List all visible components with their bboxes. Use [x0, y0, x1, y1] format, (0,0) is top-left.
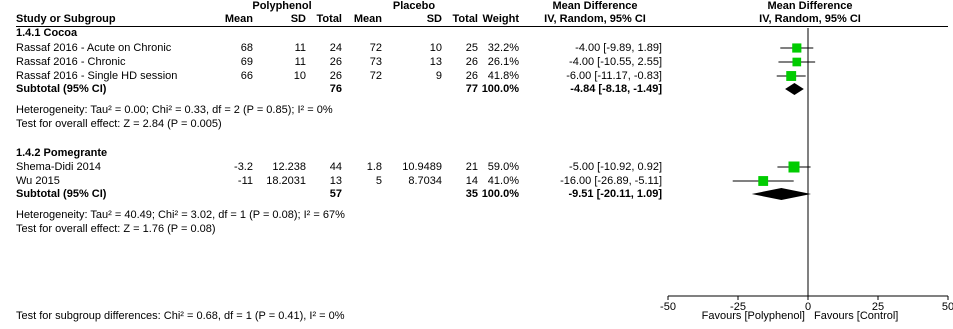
- study-name: Rassaf 2016 - Acute on Chronic: [16, 42, 172, 54]
- study-n2: 21: [465, 161, 478, 173]
- favours-control-label: Favours [Control]: [814, 310, 899, 322]
- study-marker: [788, 161, 800, 173]
- subtotal-n1: 76: [329, 83, 342, 95]
- study-mean1: 68: [240, 42, 253, 54]
- study-mean1: 69: [240, 56, 253, 68]
- study-mean1: -11: [237, 175, 253, 187]
- subgroup-title: 1.4.1 Cocoa: [16, 27, 78, 39]
- study-weight: 26.1%: [487, 56, 519, 68]
- header-rule-plot: [668, 26, 948, 27]
- subtotal-diamond: [751, 188, 812, 200]
- study-sd2: 13: [429, 56, 442, 68]
- subtotal-n2: 35: [465, 188, 478, 200]
- header-total1: Total: [316, 13, 342, 25]
- heterogeneity-text: Heterogeneity: Tau² = 0.00; Chi² = 0.33,…: [16, 104, 333, 116]
- study-sd2: 10: [429, 42, 442, 54]
- study-n1: 44: [329, 161, 342, 173]
- subtotal-n2: 77: [465, 83, 478, 95]
- header-total2: Total: [452, 13, 478, 25]
- study-ci: -4.00 [-9.89, 1.89]: [575, 42, 662, 54]
- study-ci: -6.00 [-11.17, -0.83]: [566, 70, 662, 82]
- subtotal-ci: -4.84 [-8.18, -1.49]: [570, 83, 662, 95]
- subgroup-differences-text: Test for subgroup differences: Chi² = 0.…: [16, 310, 345, 322]
- study-n2: 25: [465, 42, 478, 54]
- study-sd2: 10.9489: [402, 161, 442, 173]
- subtotal-n1: 57: [329, 188, 342, 200]
- study-sd2: 8.7034: [408, 175, 442, 187]
- header-ci: IV, Random, 95% CI: [544, 13, 646, 25]
- study-name: Rassaf 2016 - Single HD session: [16, 70, 178, 82]
- header-study: Study or Subgroup: [16, 13, 116, 25]
- study-sd1: 11: [294, 56, 306, 68]
- heterogeneity-text: Heterogeneity: Tau² = 40.49; Chi² = 3.02…: [16, 209, 345, 221]
- x-tick-label: 50: [942, 301, 953, 313]
- header-polyphenol: Polyphenol: [252, 0, 312, 12]
- study-mean2: 72: [369, 70, 382, 82]
- study-n1: 24: [329, 42, 342, 54]
- study-weight: 41.0%: [487, 175, 519, 187]
- header-placebo: Placebo: [392, 0, 436, 12]
- subtotal-ci: -9.51 [-20.11, 1.09]: [568, 188, 662, 200]
- x-tick-label: 25: [872, 301, 884, 313]
- study-ci: -5.00 [-10.92, 0.92]: [569, 161, 662, 173]
- study-n2: 26: [465, 56, 478, 68]
- study-sd2: 9: [435, 70, 442, 82]
- study-marker: [786, 71, 797, 81]
- study-n2: 14: [465, 175, 478, 187]
- study-weight: 59.0%: [487, 161, 519, 173]
- study-n1: 26: [329, 56, 342, 68]
- header-mean1: Mean: [224, 13, 253, 25]
- x-tick-label: -25: [730, 301, 746, 313]
- overall-effect-text: Test for overall effect: Z = 1.76 (P = 0…: [16, 223, 216, 235]
- subgroup-title: 1.4.2 Pomegrante: [16, 147, 108, 159]
- study-weight: 32.2%: [487, 42, 519, 54]
- header-mean-difference: Mean Difference: [552, 0, 638, 12]
- study-mean1: 66: [240, 70, 253, 82]
- header-weight: Weight: [482, 13, 519, 25]
- subtotal-weight: 100.0%: [481, 188, 519, 200]
- study-sd1: 18.2031: [266, 175, 306, 187]
- header-sd1: SD: [290, 13, 306, 25]
- subtotal-label: Subtotal (95% CI): [16, 83, 107, 95]
- study-mean1: -3.2: [234, 161, 253, 173]
- study-name: Wu 2015: [16, 175, 60, 187]
- study-sd1: 11: [294, 42, 306, 54]
- x-tick-label: 0: [805, 301, 811, 313]
- study-marker: [792, 57, 802, 67]
- study-mean2: 5: [375, 175, 382, 187]
- header-sd2: SD: [426, 13, 442, 25]
- study-n2: 26: [465, 70, 478, 82]
- subtotal-diamond: [785, 83, 804, 95]
- subtotal-weight: 100.0%: [481, 83, 519, 95]
- study-marker: [792, 43, 802, 53]
- study-ci: -16.00 [-26.89, -5.11]: [560, 175, 662, 187]
- overall-effect-text: Test for overall effect: Z = 2.84 (P = 0…: [16, 118, 222, 130]
- study-mean2: 1.8: [366, 161, 382, 173]
- study-weight: 41.8%: [487, 70, 519, 82]
- study-n1: 26: [329, 70, 342, 82]
- header-mean2: Mean: [353, 13, 382, 25]
- study-sd1: 10: [293, 70, 306, 82]
- x-tick-label: -50: [660, 301, 676, 313]
- study-sd1: 12.238: [272, 161, 306, 173]
- study-ci: -4.00 [-10.55, 2.55]: [569, 56, 662, 68]
- favours-polyphenol-label: Favours [Polyphenol]: [701, 310, 805, 322]
- subtotal-label: Subtotal (95% CI): [16, 188, 107, 200]
- study-marker: [758, 176, 769, 186]
- header-ci-plot: IV, Random, 95% CI: [759, 13, 861, 25]
- study-name: Rassaf 2016 - Chronic: [16, 56, 126, 68]
- header-mean-difference-plot: Mean Difference: [767, 0, 853, 12]
- header-rule-table: [16, 26, 668, 27]
- study-name: Shema-Didi 2014: [16, 161, 101, 173]
- study-mean2: 72: [369, 42, 382, 54]
- study-n1: 13: [329, 175, 342, 187]
- study-mean2: 73: [369, 56, 382, 68]
